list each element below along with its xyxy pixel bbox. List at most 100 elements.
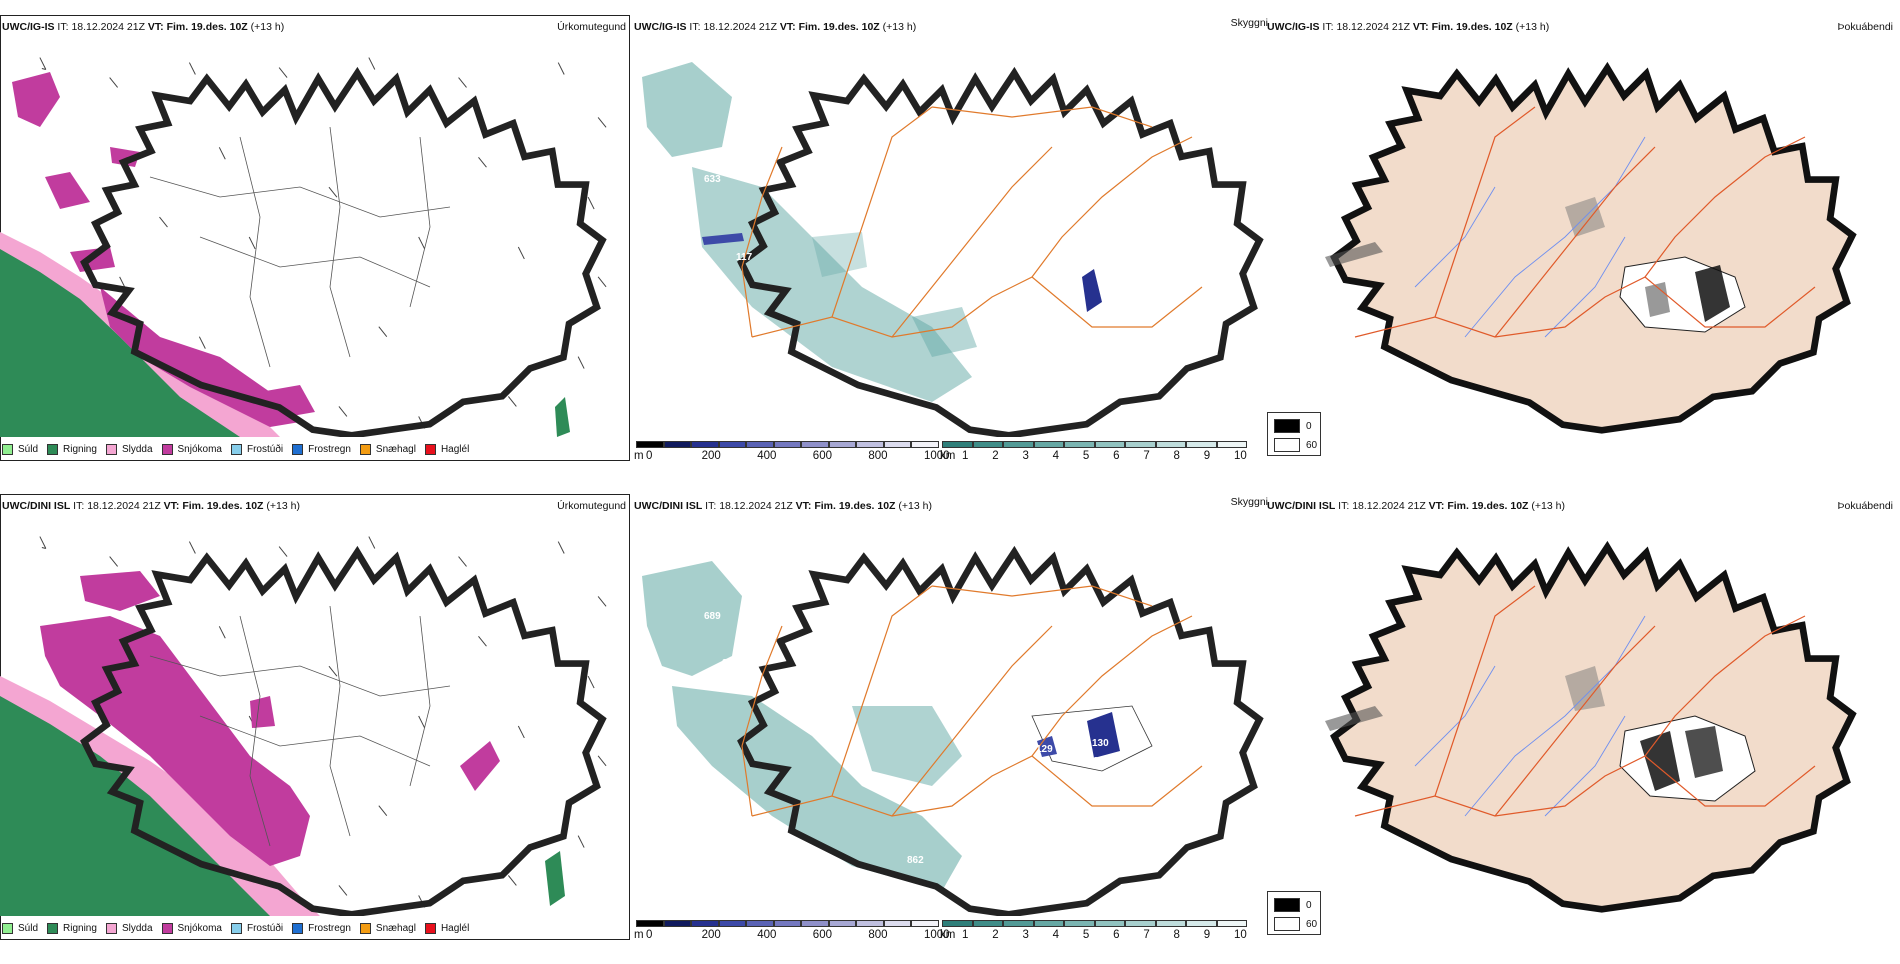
colorbar-tick: 6 <box>1113 450 1120 462</box>
fog-index-map <box>1325 37 1900 437</box>
legend-item-haglel: Haglél <box>424 443 469 455</box>
colorbar-tick: 1000 <box>924 450 950 462</box>
colorbar-cell <box>1064 920 1095 927</box>
legend-swatch <box>424 922 436 934</box>
it-label: IT: <box>73 500 85 512</box>
it-value: 18.12.2024 21Z <box>1352 500 1426 512</box>
it-label: IT: <box>1338 500 1350 512</box>
cloud-visibility-map: 689 278 293 129 130 103 33 862 <box>642 516 1265 916</box>
fog-legend-swatch-low <box>1274 419 1300 433</box>
colorbar-cell <box>1125 441 1156 448</box>
it-value: 18.12.2024 21Z <box>71 21 145 33</box>
colorbar-cell <box>773 441 801 448</box>
model-name: UWC/IG-IS <box>1267 21 1320 33</box>
colorbar-cell <box>663 441 691 448</box>
precip-legend: Súld Rigning Slydda Snjókoma Frostúði Fr… <box>2 917 478 939</box>
legend-label: Haglél <box>440 922 470 934</box>
map-value-label: 130 <box>1092 738 1109 749</box>
colorbar-tick: 1000 <box>924 929 950 941</box>
vt-label: VT: <box>163 500 180 512</box>
map-value-label: 278 <box>722 658 739 669</box>
colorbar-tick: 4 <box>1052 450 1060 462</box>
colorbar-unit: m <box>634 450 644 462</box>
panel-header: UWC/DINI ISL IT: 18.12.2024 21Z VT: Fim.… <box>1267 500 1565 512</box>
fog-index-panel: UWC/DINI ISL IT: 18.12.2024 21Z VT: Fim.… <box>1265 494 1900 964</box>
fog-legend-value-high: 60 <box>1306 440 1318 451</box>
forecast-row-ig-is: UWC/IG-IS IT: 18.12.2024 21Z VT: Fim. 19… <box>0 15 1900 485</box>
colorbar-cell <box>1033 920 1064 927</box>
legend-label: Frostúði <box>246 922 284 934</box>
it-label: IT: <box>689 21 701 33</box>
legend-swatch <box>47 443 59 455</box>
map-value-label: 129 <box>1036 744 1053 755</box>
panel-header: UWC/IG-IS IT: 18.12.2024 21Z VT: Fim. 19… <box>1267 21 1549 33</box>
colorbar-tick: 8 <box>1173 929 1180 941</box>
legend-label: Slydda <box>121 922 153 934</box>
legend-label: Snæhagl <box>375 922 416 934</box>
lead-time: (+13 h) <box>266 500 300 512</box>
map-value-label: 103 <box>1082 756 1099 767</box>
legend-item-slydda: Slydda <box>105 922 153 934</box>
map-value-label: 689 <box>704 611 721 622</box>
colorbar-cell <box>1003 441 1034 448</box>
colorbar-tick: 600 <box>812 929 832 941</box>
colorbar-tick: 1 <box>962 929 969 941</box>
colorbar-tick: 2 <box>992 450 999 462</box>
legend-swatch <box>359 443 371 455</box>
model-name: UWC/DINI ISL <box>2 500 71 512</box>
legend-label: Rigning <box>63 443 97 455</box>
legend-item-sudl: Súld <box>2 922 38 934</box>
legend-swatch <box>230 443 242 455</box>
vt-value: Fim. 19.des. 10Z <box>1431 21 1513 33</box>
fog-legend-swatch-high <box>1274 917 1300 931</box>
colorbar-cell <box>1216 920 1247 927</box>
legend-item-snaehagl: Snæhagl <box>359 922 416 934</box>
map-value-label: 862 <box>907 855 924 866</box>
colorbar-tick: 200 <box>701 929 721 941</box>
colorbar-cell <box>942 441 973 448</box>
colorbar-cell <box>1033 441 1064 448</box>
panel-title-fog: Þokuábendi <box>1837 500 1893 512</box>
colorbar-cell <box>911 920 939 927</box>
colorbar-unit: m <box>634 929 644 941</box>
map-value-label: 33 <box>1056 768 1068 779</box>
colorbar-tick: 200 <box>701 450 721 462</box>
vt-label: VT: <box>795 500 812 512</box>
it-value: 18.12.2024 21Z <box>719 500 793 512</box>
colorbar-cell <box>1216 441 1247 448</box>
fog-index-map <box>1325 516 1900 916</box>
panel-title-fog: Þokuábendi <box>1837 21 1893 33</box>
colorbar-cell <box>1003 920 1034 927</box>
it-label: IT: <box>705 500 717 512</box>
legend-label: Frostregn <box>308 443 351 455</box>
legend-item-frostregn: Frostregn <box>292 922 351 934</box>
cloud-visibility-panel: UWC/IG-IS IT: 18.12.2024 21Z VT: Fim. 19… <box>632 15 1268 485</box>
panel-header: UWC/IG-IS IT: 18.12.2024 21Z VT: Fim. 19… <box>634 21 916 33</box>
fog-legend-swatch-high <box>1274 438 1300 452</box>
colorbar-tick: 400 <box>757 929 777 941</box>
colorbar-unit: km <box>940 929 956 941</box>
fog-index-panel: UWC/IG-IS IT: 18.12.2024 21Z VT: Fim. 19… <box>1265 15 1900 485</box>
panel-title-precip: Úrkomutegund <box>557 500 626 512</box>
legend-label: Snjókoma <box>177 443 222 455</box>
legend-label: Frostregn <box>308 922 351 934</box>
it-label: IT: <box>1322 21 1334 33</box>
legend-item-rigning: Rigning <box>47 443 97 455</box>
colorbar-cell <box>883 441 911 448</box>
vt-value: Fim. 19.des. 10Z <box>182 500 264 512</box>
legend-label: Rigning <box>63 922 97 934</box>
model-name: UWC/DINI ISL <box>634 500 703 512</box>
colorbar-cell <box>1186 920 1217 927</box>
colorbar-tick: 3 <box>1022 929 1029 941</box>
lead-time: (+13 h) <box>898 500 932 512</box>
panel-title-precip: Úrkomutegund <box>557 21 626 33</box>
colorbar-cell <box>636 920 664 927</box>
colorbar-tick: 800 <box>868 450 888 462</box>
vt-label: VT: <box>1412 21 1429 33</box>
colorbar-tick: 9 <box>1203 450 1211 462</box>
legend-swatch <box>105 443 117 455</box>
legend-item-slydda: Slydda <box>105 443 153 455</box>
panel-header: UWC/IG-IS IT: 18.12.2024 21Z VT: Fim. 19… <box>2 21 284 33</box>
colorbar-cell <box>801 920 829 927</box>
vt-value: Fim. 19.des. 10Z <box>814 500 896 512</box>
